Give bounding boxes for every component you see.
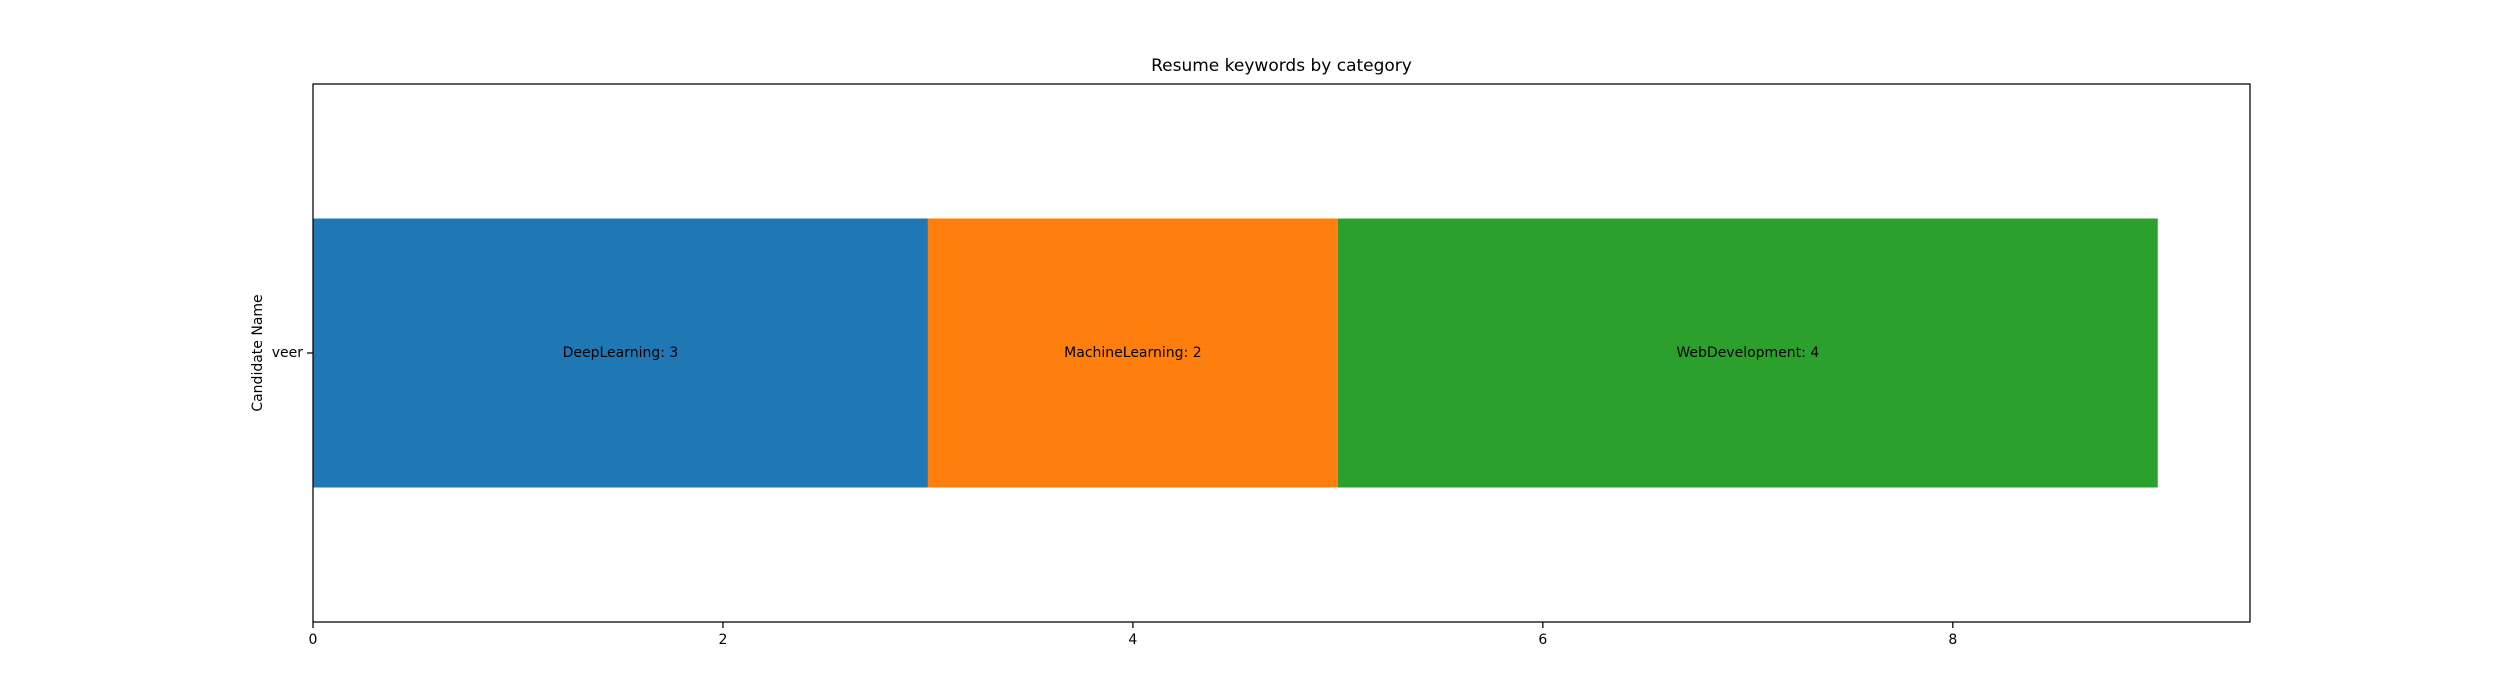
bar-label-deeplearning: DeepLearning: 3 [563, 345, 679, 361]
bar-deeplearning-veer [313, 218, 928, 488]
bar-label-machinelearning: MachineLearning: 2 [1064, 345, 1201, 361]
bar-label-webdevelopment: WebDevelopment: 4 [1676, 345, 1819, 361]
y-axis: veer [272, 345, 313, 361]
bar-labels-group: DeepLearning: 3 MachineLearning: 2 WebDeve… [563, 345, 1820, 361]
bars-group [313, 218, 2158, 488]
x-tick-label: 4 [1128, 632, 1137, 648]
bar-webdevelopment-veer [1337, 218, 2158, 488]
chart-title: Resume keywords by category [1151, 56, 1412, 76]
x-axis: 0 2 4 6 8 [309, 622, 1957, 648]
x-tick-label: 8 [1948, 632, 1957, 648]
x-tick-label: 2 [718, 632, 727, 648]
plot-frame [312, 83, 2251, 623]
y-axis-label: Candidate Name [250, 294, 266, 411]
x-tick-label: 0 [309, 632, 318, 648]
bar-machinelearning-veer [927, 218, 1338, 488]
y-tick-label: veer [272, 345, 304, 361]
x-tick-label: 6 [1538, 632, 1547, 648]
